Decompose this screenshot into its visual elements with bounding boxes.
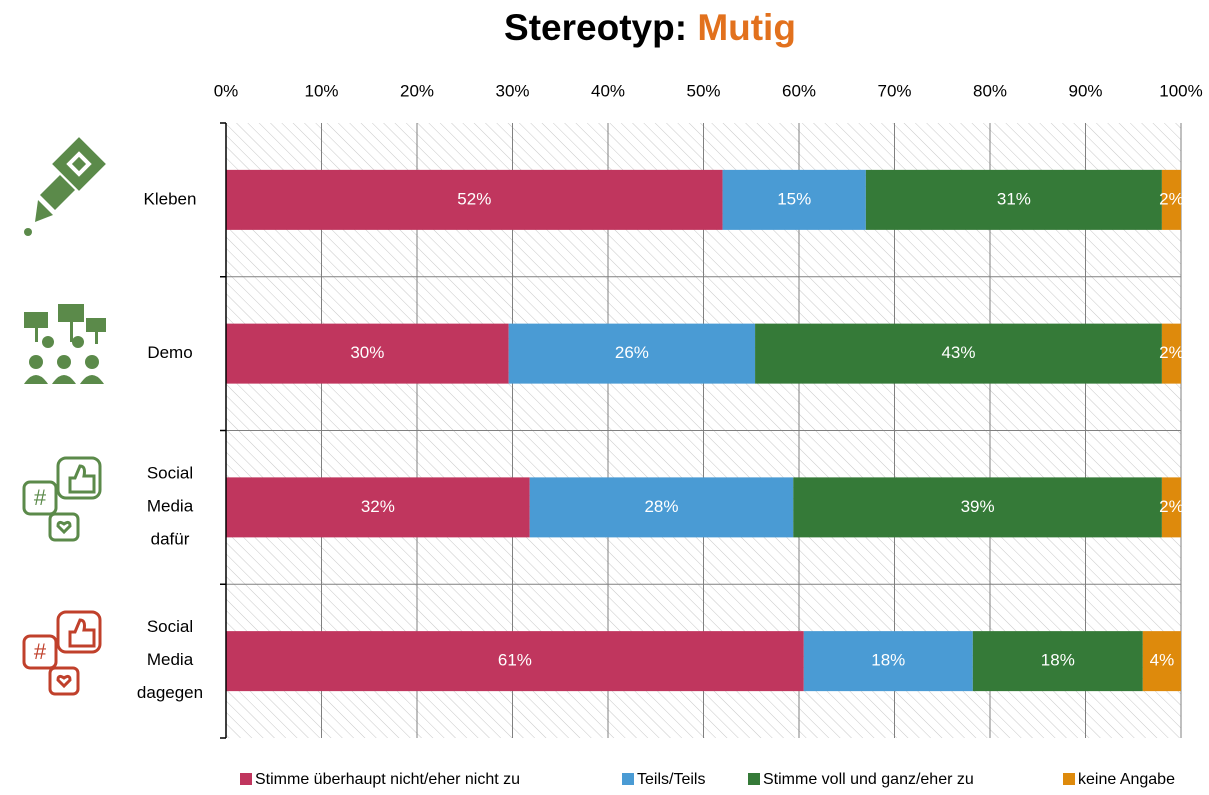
- x-tick-label: 20%: [400, 81, 434, 100]
- bar-segment: [1161, 169, 1181, 230]
- data-label: 30%: [350, 343, 384, 362]
- x-tick-label: 40%: [591, 81, 625, 100]
- legend-label: Stimme überhaupt nicht/eher nicht zu: [255, 771, 520, 788]
- x-tick-label: 70%: [877, 81, 911, 100]
- icon-social-against: #: [22, 610, 102, 696]
- data-label: 18%: [871, 651, 905, 670]
- legend-label: Stimme voll und ganz/eher zu: [763, 771, 974, 788]
- data-label: 32%: [361, 497, 395, 516]
- bar-segment: [793, 477, 1162, 538]
- y-tick-label: Social Media dafür: [147, 464, 194, 549]
- y-tick-label: Social Media dagegen: [137, 618, 203, 703]
- svg-text:#: #: [34, 639, 47, 664]
- legend-swatch: [1063, 773, 1075, 785]
- bar-segment: [529, 477, 794, 538]
- title-accent: Mutig: [697, 7, 796, 48]
- bar-segment: [226, 169, 723, 230]
- data-label: 39%: [961, 497, 995, 516]
- bar-segment: [1161, 477, 1181, 538]
- chart-title: Stereotyp: Mutig: [504, 7, 796, 48]
- bar-segment: [722, 169, 866, 230]
- legend-swatch: [748, 773, 760, 785]
- data-label: 2%: [1159, 497, 1184, 516]
- bar-segment: [226, 477, 530, 538]
- x-tick-label: 100%: [1159, 81, 1202, 100]
- bar-segment: [755, 323, 1162, 384]
- x-tick-label: 60%: [782, 81, 816, 100]
- data-label: 31%: [997, 189, 1031, 208]
- x-tick-label: 50%: [686, 81, 720, 100]
- icon-marker: [24, 137, 106, 236]
- data-label: 26%: [615, 343, 649, 362]
- plot: 0% 10% 20% 30% 40% 50% 60% 70% 80% 90% 100% Kleben 5…: [137, 81, 1203, 739]
- legend-swatch: [622, 773, 634, 785]
- data-label: 43%: [941, 343, 975, 362]
- data-label: 2%: [1159, 343, 1184, 362]
- icon-social-for: #: [22, 456, 102, 542]
- x-tick-label: 0%: [214, 81, 239, 100]
- y-tick-label: Kleben: [144, 189, 197, 208]
- y-tick-label: Demo: [147, 343, 192, 362]
- bar-segment: [803, 631, 973, 692]
- data-label: 4%: [1150, 651, 1175, 670]
- title-main: Stereotyp:: [504, 7, 687, 48]
- bar-segment: [1161, 323, 1181, 384]
- bar-segment: [508, 323, 756, 384]
- data-label: 28%: [644, 497, 678, 516]
- bar-segment: [226, 631, 804, 692]
- x-tick-label: 30%: [495, 81, 529, 100]
- data-label: 18%: [1041, 651, 1075, 670]
- legend-label: Teils/Teils: [637, 771, 705, 788]
- bar-segment: [972, 631, 1143, 692]
- bar-segment: [1142, 631, 1181, 692]
- icon-demo: [24, 304, 106, 384]
- data-label: 2%: [1159, 189, 1184, 208]
- svg-text:#: #: [34, 485, 47, 510]
- x-tick-label: 10%: [304, 81, 338, 100]
- data-label: 52%: [457, 189, 491, 208]
- data-label: 61%: [498, 651, 532, 670]
- x-tick-label: 80%: [973, 81, 1007, 100]
- legend-label: keine Angabe: [1078, 771, 1175, 788]
- legend-swatch: [240, 773, 252, 785]
- data-label: 15%: [777, 189, 811, 208]
- bar-segment: [865, 169, 1162, 230]
- bar-segment: [226, 323, 509, 384]
- x-tick-label: 90%: [1068, 81, 1102, 100]
